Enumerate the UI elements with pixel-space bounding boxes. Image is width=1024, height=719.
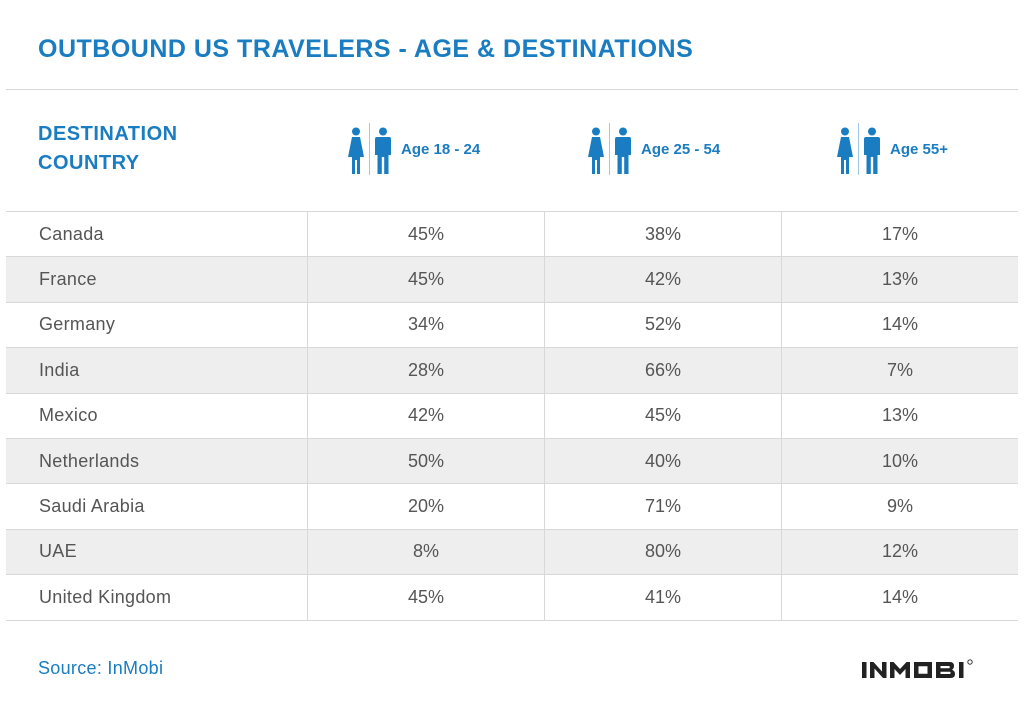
percent-cell: 80% [544,529,781,575]
age-55-plus-header: Age 55+ [836,122,948,176]
country-cell: Netherlands [39,450,140,471]
country-cell: Mexico [39,405,98,426]
header-line-1: DESTINATION [38,123,178,145]
percent-cell: 28% [307,348,544,393]
percent-cell: 66% [544,348,781,393]
country-cell: Saudi Arabia [39,496,145,517]
female-icon [837,127,853,174]
percent-cell: 20% [307,484,544,529]
table-row: France 45% 42% 13% [6,257,1018,303]
male-icon [864,127,880,174]
percent-cell: 10% [781,438,1018,484]
percent-cell: 71% [544,484,781,529]
percent-cell: 13% [781,257,1018,302]
female-icon [348,127,364,174]
percent-cell: 45% [307,575,544,620]
percent-cell: 38% [544,212,781,257]
destination-country-header: DESTINATION COUNTRY [38,120,178,178]
age-25-54-header: Age 25 - 54 [587,122,720,176]
country-cell: France [39,269,97,290]
percent-cell: 12% [781,529,1018,575]
age-55-plus-label: Age 55+ [890,140,948,158]
country-cell: India [39,359,80,380]
country-cell: United Kingdom [39,586,172,607]
male-female-icon [836,123,881,175]
destination-age-table: Canada 45% 38% 17% France 45% 42% 13% Germany 34%… [6,211,1018,621]
percent-cell: 41% [544,575,781,620]
percent-cell: 8% [307,529,544,575]
table-row: India 28% 66% 7% [6,348,1018,394]
icon-divider [609,123,610,175]
percent-cell: 17% [781,212,1018,257]
male-icon [615,127,631,174]
header-line-2: COUNTRY [38,152,140,174]
table-row: Mexico 42% 45% 13% [6,393,1018,439]
percent-cell: 40% [544,438,781,484]
percent-cell: 52% [544,302,781,348]
table-row: Saudi Arabia 20% 71% 9% [6,484,1018,530]
country-cell: Canada [39,223,104,244]
table-row: Germany 34% 52% 14% [6,302,1018,349]
percent-cell: 7% [781,348,1018,393]
icon-divider [369,123,370,175]
table-row: United Kingdom 45% 41% 14% [6,575,1018,621]
inmobi-logo [862,659,973,678]
percent-cell: 14% [781,302,1018,348]
percent-cell: 14% [781,575,1018,620]
percent-cell: 13% [781,393,1018,438]
percent-cell: 45% [544,393,781,438]
male-icon [375,127,391,174]
icon-divider [858,123,859,175]
age-25-54-label: Age 25 - 54 [641,140,721,158]
percent-cell: 45% [307,257,544,302]
title-divider [6,89,1018,90]
male-female-icon [347,123,392,175]
percent-cell: 34% [307,302,544,348]
age-18-24-header: Age 18 - 24 [347,122,480,176]
percent-cell: 42% [307,393,544,438]
table-row: Canada 45% 38% 17% [6,212,1018,258]
percent-cell: 50% [307,438,544,484]
percent-cell: 9% [781,484,1018,529]
chart-title: OUTBOUND US TRAVELERS - AGE & DESTINATIO… [38,35,694,63]
source-note: Source: InMobi [38,658,164,678]
country-cell: UAE [39,541,77,562]
table-row: UAE 8% 80% 12% [6,529,1018,576]
age-18-24-label: Age 18 - 24 [401,140,481,158]
percent-cell: 42% [544,257,781,302]
country-cell: Germany [39,314,116,335]
female-icon [588,127,604,174]
table-row: Netherlands 50% 40% 10% [6,438,1018,485]
percent-cell: 45% [307,212,544,257]
male-female-icon [587,123,632,175]
